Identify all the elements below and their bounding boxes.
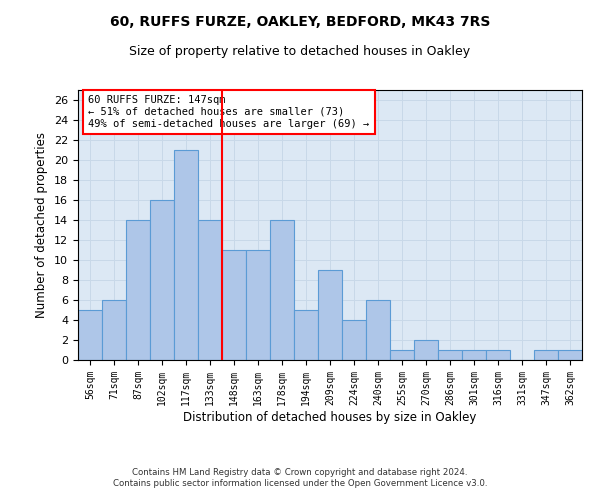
Bar (486, 350, 510, 360)
Bar (558, 350, 582, 360)
Text: 60 RUFFS FURZE: 147sqm
← 51% of detached houses are smaller (73)
49% of semi-det: 60 RUFFS FURZE: 147sqm ← 51% of detached… (88, 96, 370, 128)
Bar (222, 250, 246, 360)
Text: 60, RUFFS FURZE, OAKLEY, BEDFORD, MK43 7RS: 60, RUFFS FURZE, OAKLEY, BEDFORD, MK43 7… (110, 15, 490, 29)
Bar (294, 310, 318, 360)
Bar (78, 310, 102, 360)
Bar (102, 300, 126, 360)
Bar (318, 270, 342, 360)
Bar (150, 200, 174, 360)
Bar (534, 350, 558, 360)
Bar (366, 300, 390, 360)
Bar (198, 220, 222, 360)
Bar (174, 150, 198, 360)
Text: Size of property relative to detached houses in Oakley: Size of property relative to detached ho… (130, 45, 470, 58)
Bar (438, 350, 462, 360)
Y-axis label: Number of detached properties: Number of detached properties (35, 132, 49, 318)
Bar (414, 340, 438, 360)
Bar (270, 220, 294, 360)
Bar (462, 350, 486, 360)
Text: Contains HM Land Registry data © Crown copyright and database right 2024.
Contai: Contains HM Land Registry data © Crown c… (113, 468, 487, 487)
X-axis label: Distribution of detached houses by size in Oakley: Distribution of detached houses by size … (184, 410, 476, 424)
Bar (342, 320, 366, 360)
Bar (246, 250, 270, 360)
Bar (126, 220, 150, 360)
Bar (390, 350, 414, 360)
